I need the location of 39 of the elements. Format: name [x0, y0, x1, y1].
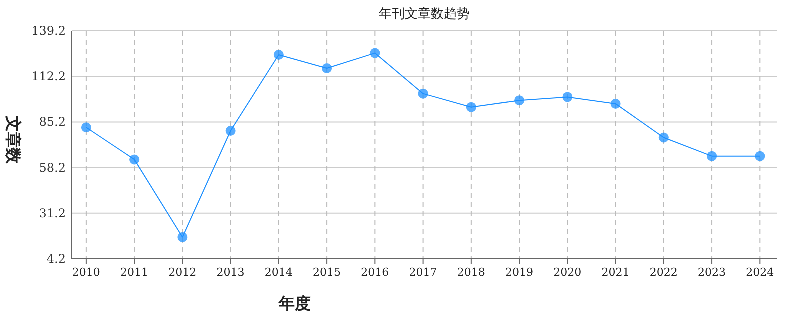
y-tick-label: 4.2 — [46, 252, 66, 266]
y-tick-label: 31.2 — [39, 206, 66, 220]
y-tick-label: 139.2 — [32, 24, 66, 38]
x-tick-label: 2018 — [457, 266, 486, 279]
x-tick-label: 2017 — [409, 266, 438, 279]
x-tick-label: 2014 — [264, 266, 293, 279]
point — [610, 98, 621, 109]
point — [707, 151, 718, 162]
x-tick-label: 2015 — [313, 266, 342, 279]
chart-title: 年刊文章数趋势 — [379, 7, 470, 22]
x-tick-label: 2019 — [506, 266, 534, 279]
x-tick-label: 2016 — [361, 266, 390, 279]
x-tick-label: 2022 — [650, 266, 678, 279]
point — [370, 48, 380, 58]
x-tick-label: 2010 — [72, 266, 100, 279]
x-tick-label: 2013 — [216, 266, 245, 279]
point — [466, 102, 476, 112]
y-axis-title: 文章数 — [4, 115, 23, 165]
x-axis-title: 年度 — [278, 294, 311, 313]
x-tick-label: 2021 — [602, 266, 630, 279]
point — [658, 132, 669, 143]
point — [418, 88, 428, 99]
point — [562, 92, 573, 102]
y-tick-label: 112.2 — [32, 70, 66, 84]
point — [81, 122, 92, 133]
x-tick-label: 2012 — [168, 266, 197, 279]
x-tick-label: 2023 — [698, 266, 726, 279]
y-tick-label: 58.2 — [39, 160, 66, 175]
point — [755, 151, 766, 162]
point — [274, 50, 284, 60]
y-tick-label: 85.2 — [39, 115, 66, 130]
point — [226, 126, 236, 136]
x-tick-label: 2024 — [746, 266, 774, 279]
x-tick-label: 2011 — [120, 266, 149, 279]
point — [322, 63, 332, 74]
point — [130, 154, 140, 165]
point — [514, 96, 525, 106]
x-tick-label: 2020 — [554, 266, 582, 279]
point — [178, 232, 188, 242]
